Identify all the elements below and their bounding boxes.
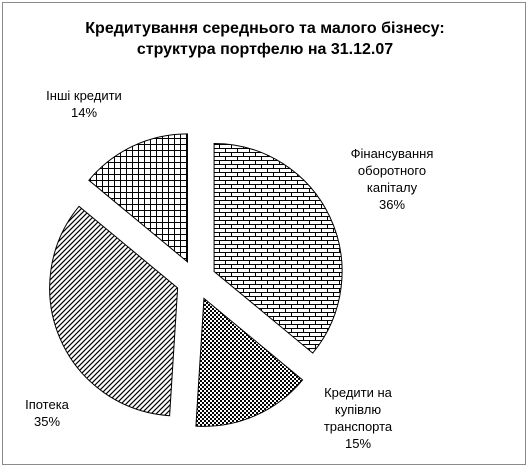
slice-label-line: транспорта [323, 419, 393, 434]
slice-label-other-credits: Інші кредити 14% [34, 87, 134, 121]
slice-other-credits [88, 133, 188, 263]
slice-value-label: 35% [33, 414, 61, 429]
slice-label-line: оборотного [357, 163, 427, 178]
slice-label-line: капіталу [366, 180, 418, 195]
slice-label-transport: Кредити на купівлю транспорта 15% [298, 384, 418, 452]
slice-label-line: купівлю [334, 402, 382, 417]
slice-value-label: 14% [70, 105, 98, 120]
slice-label-working-capital: Фінансування оборотного капіталу 36% [322, 145, 462, 213]
chart-title-line-2: структура портфелю на 31.12.07 [136, 41, 394, 58]
slice-label-mortgage: Іпотека 35% [12, 396, 82, 430]
slice-label-line: Фінансування [350, 146, 434, 161]
slice-label-line: Інші кредити [46, 88, 122, 103]
slice-label-line: Іпотека [25, 397, 69, 412]
slice-label-line: Кредити на [324, 385, 392, 400]
slice-transport [195, 297, 304, 427]
chart-title-line-1: Кредитування середнього та малого бізнес… [85, 20, 445, 37]
slice-value-label: 36% [378, 197, 406, 212]
slice-working-capital [213, 142, 343, 354]
slice-mortgage [49, 205, 179, 417]
slice-value-label: 15% [344, 436, 372, 451]
